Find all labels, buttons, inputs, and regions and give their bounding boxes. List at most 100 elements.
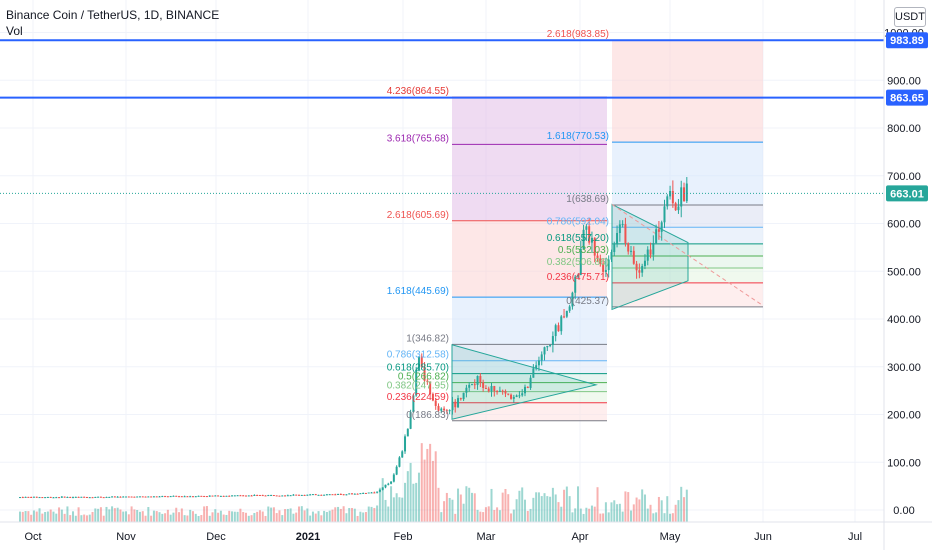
candle-body [362, 492, 365, 494]
volume-bar [191, 511, 194, 522]
candle-body [105, 496, 108, 498]
candle-body [445, 410, 448, 412]
candle-body [607, 259, 610, 271]
candle-body [113, 496, 116, 498]
volume-bar [353, 508, 356, 522]
volume-bar [652, 513, 655, 522]
candle-body [510, 394, 513, 399]
candle-body [125, 496, 128, 498]
volume-bar [657, 496, 660, 522]
symbol-title[interactable]: Binance Coin / TetherUS, 1D, BINANCE [6, 8, 220, 22]
candle-body [367, 492, 370, 494]
volume-bar [253, 512, 256, 522]
time-tick-label: May [660, 531, 681, 543]
time-tick-label: Jun [754, 531, 772, 543]
candle-body [630, 250, 633, 252]
price-tick-label: 900.00 [887, 75, 921, 87]
volume-bar [635, 497, 638, 522]
candle-body [565, 310, 568, 317]
volume-bar [521, 487, 524, 522]
volume-bar [309, 515, 312, 522]
price-axis[interactable]: 0.00 100.00 200.00 300.00 400.00 500.00 600.00… [883, 0, 928, 550]
fib-level-label: 0(186.83) [406, 410, 449, 421]
candle-body [298, 494, 300, 496]
volume-bar [468, 487, 471, 522]
candle-body [577, 274, 579, 277]
volume-bar [683, 497, 686, 522]
volume-bar [158, 512, 161, 522]
candle-body [674, 203, 677, 211]
volume-bar [457, 488, 460, 522]
volume-bar [186, 515, 189, 522]
volume-bar [21, 511, 24, 522]
time-axis[interactable]: Oct Nov Dec 2021 Feb Mar Apr May Jun Jul [0, 521, 932, 543]
fib-zone [612, 40, 763, 143]
volume-bar [484, 507, 487, 522]
volume-bar [543, 493, 546, 522]
volume-bar [222, 514, 225, 522]
volume-bar [60, 509, 63, 522]
candle-body [663, 206, 666, 223]
candle-body [144, 496, 147, 498]
fib-level-label: 0.618(285.70) [387, 363, 449, 374]
volume-bar [392, 497, 395, 522]
volume-bar [35, 511, 38, 522]
volume-bar [540, 496, 543, 522]
volume-bar [490, 488, 493, 522]
candle-body [398, 457, 401, 467]
volume-bar [607, 512, 610, 522]
fib-level-label: 0.786(592.04) [547, 216, 609, 227]
candle-body [214, 495, 217, 497]
volume-bar [663, 513, 666, 522]
volume-bar [359, 511, 362, 522]
candle-body [152, 496, 155, 498]
candle-body [309, 494, 312, 496]
volume-bar [660, 500, 663, 522]
candle-body [233, 495, 236, 497]
volume-bar [228, 510, 231, 522]
candle-body [632, 250, 635, 264]
volume-bar [38, 508, 41, 522]
candle-body [306, 494, 309, 496]
volume-bar [69, 515, 72, 522]
candle-body [325, 494, 328, 496]
candle-body [585, 226, 588, 230]
volume-bar [470, 492, 473, 522]
candle-body [169, 496, 172, 498]
volume-bar [24, 511, 27, 522]
volume-bar [116, 507, 119, 522]
candle-body [652, 243, 655, 255]
volume-bar [537, 492, 540, 522]
volume-bar [166, 509, 169, 522]
candle-body [270, 495, 273, 497]
volume-bar [306, 508, 309, 522]
volume-bar [557, 502, 560, 522]
volume-bar [217, 512, 220, 522]
time-tick-label: Feb [394, 531, 413, 543]
candle-body [155, 496, 158, 498]
time-tick-label: 2021 [296, 531, 320, 543]
fib-level-label: 0.5(266.82) [398, 372, 449, 383]
volume-bar [498, 510, 501, 522]
candle-body [158, 496, 161, 498]
candle-body [138, 496, 141, 498]
candle-body [462, 392, 465, 400]
candle-body [518, 395, 521, 397]
volume-bar [183, 515, 186, 522]
candle-body [568, 306, 571, 311]
candle-body [557, 325, 560, 332]
candle-body [130, 496, 133, 498]
volume-bar [599, 513, 602, 522]
volume-label[interactable]: Vol [6, 24, 23, 38]
candle-body [166, 496, 169, 498]
horizontal-lines[interactable] [0, 39, 884, 194]
candle-body [384, 484, 387, 488]
currency-button[interactable]: USDT [894, 7, 926, 27]
candle-body [217, 495, 220, 497]
candle-body [122, 496, 125, 498]
candle-body [373, 492, 376, 494]
volume-bar [674, 504, 677, 522]
candle-body [19, 497, 21, 499]
volume-bar [328, 510, 331, 522]
